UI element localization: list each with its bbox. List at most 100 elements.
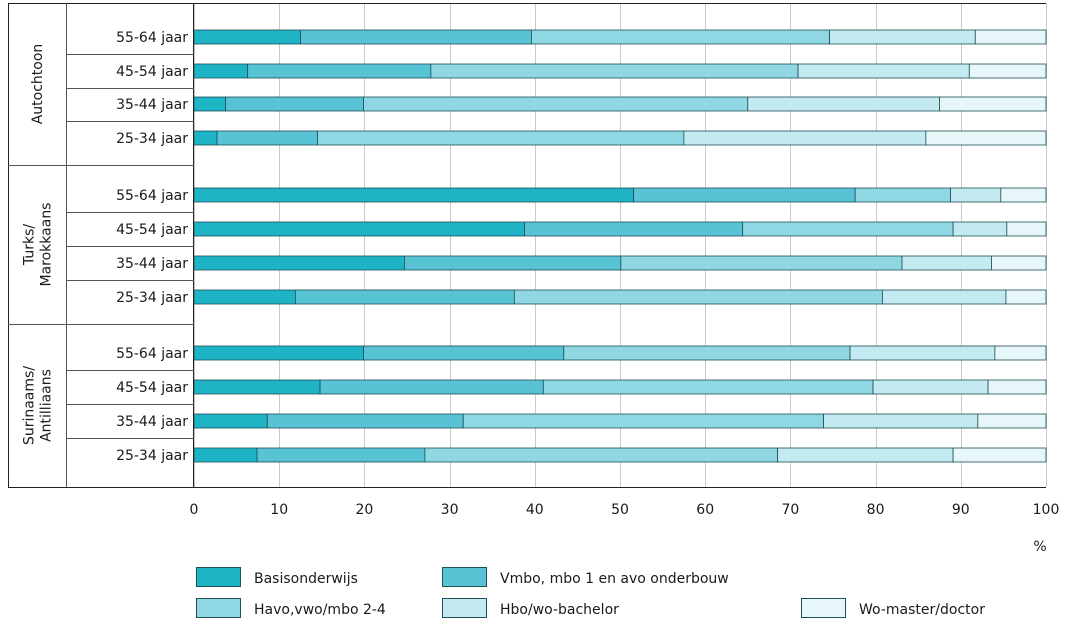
bar-segment (925, 130, 1047, 146)
bar-segment (777, 447, 954, 463)
group-label: Autochtoon (30, 44, 46, 125)
bar-segment (430, 63, 799, 79)
category-label: 45-54 jaar (116, 222, 188, 238)
legend-swatch (442, 598, 487, 618)
bar-segment (633, 187, 856, 203)
bar-segment (193, 29, 301, 45)
x-tick-label: 30 (441, 502, 459, 518)
bar-segment (952, 221, 1008, 237)
bar-segment (424, 447, 779, 463)
legend-swatch (442, 567, 487, 587)
category-label: 25-34 jaar (116, 448, 188, 464)
category-label: 45-54 jaar (116, 380, 188, 396)
x-tick-label: 50 (611, 502, 629, 518)
group-label: Surinaams/Antilliaans (22, 366, 55, 445)
group-label: Turks/Marokkaans (22, 203, 55, 287)
x-tick-label: 70 (781, 502, 799, 518)
bar-segment (193, 130, 218, 146)
bar-segment (193, 413, 268, 429)
x-tick-label: 100 (1033, 502, 1060, 518)
bar-segment (974, 29, 1047, 45)
bar-segment (977, 413, 1047, 429)
legend-swatch (801, 598, 846, 618)
bar-segment (952, 447, 1047, 463)
bar-segment (620, 255, 903, 271)
bar-segment (797, 63, 970, 79)
x-tick-label: 0 (190, 502, 199, 518)
bar-segment (193, 289, 296, 305)
category-label: 35-44 jaar (116, 256, 188, 272)
bar-segment (404, 255, 622, 271)
bar-segment (193, 63, 249, 79)
x-tick-label: 40 (526, 502, 544, 518)
bar-segment (193, 187, 635, 203)
legend-label: Wo-master/doctor (859, 602, 985, 618)
legend-swatch (196, 598, 241, 618)
group-label-line: Autochtoon (30, 44, 46, 125)
bar-segment (1006, 221, 1047, 237)
bar-segment (987, 379, 1047, 395)
bar-segment (968, 63, 1047, 79)
bar-segment (939, 96, 1047, 112)
legend-label: Vmbo, mbo 1 en avo onderbouw (500, 571, 729, 587)
bar-segment (683, 130, 927, 146)
group-label-line: Turks/ (22, 224, 38, 266)
bar-segment (225, 96, 364, 112)
bar-segment (319, 379, 544, 395)
group-label-line: Antilliaans (39, 369, 55, 442)
bar-segment (829, 29, 976, 45)
bar-segment (193, 255, 405, 271)
group-label-line: Surinaams/ (22, 366, 38, 445)
bar-segment (950, 187, 1002, 203)
category-label: 45-54 jaar (116, 64, 188, 80)
bar-segment (991, 255, 1047, 271)
bar-segment (247, 63, 432, 79)
bar-segment (216, 130, 318, 146)
bar-segment (363, 96, 749, 112)
bar-segment (823, 413, 979, 429)
bar-segment (542, 379, 874, 395)
bar-segment (1000, 187, 1047, 203)
category-label: 25-34 jaar (116, 290, 188, 306)
bar-segment (193, 96, 226, 112)
category-label: 25-34 jaar (116, 131, 188, 147)
category-label: 55-64 jaar (116, 30, 188, 46)
bar-segment (901, 255, 992, 271)
x-tick-label: 90 (952, 502, 970, 518)
x-tick-label: 20 (355, 502, 373, 518)
legend-label: Hbo/wo-bachelor (500, 602, 619, 618)
bar-segment (193, 379, 321, 395)
bar-segment (193, 345, 364, 361)
group-label-line: Marokkaans (39, 203, 55, 287)
category-label: 55-64 jaar (116, 188, 188, 204)
bar-segment (747, 96, 940, 112)
bar-segment (882, 289, 1007, 305)
bar-segment (193, 221, 525, 237)
category-label: 35-44 jaar (116, 97, 188, 113)
legend-swatch (196, 567, 241, 587)
legend-label: Havo,vwo/mbo 2-4 (254, 602, 386, 618)
bar-segment (266, 413, 464, 429)
x-tick-label: 10 (270, 502, 288, 518)
bar-segment (872, 379, 989, 395)
bar-segment (530, 29, 830, 45)
bar-segment (513, 289, 883, 305)
bar-segment (193, 447, 258, 463)
bar-segment (524, 221, 744, 237)
bar-segment (294, 289, 515, 305)
category-label: 35-44 jaar (116, 414, 188, 430)
x-tick-label: 60 (696, 502, 714, 518)
bar-segment (300, 29, 532, 45)
x-tick-label: 80 (867, 502, 885, 518)
bar-segment (994, 345, 1047, 361)
category-label: 55-64 jaar (116, 346, 188, 362)
bar-segment (742, 221, 954, 237)
bar-segment (854, 187, 951, 203)
bar-segment (563, 345, 851, 361)
bar-segment (317, 130, 685, 146)
bar-segment (363, 345, 565, 361)
bar-segment (849, 345, 996, 361)
legend-label: Basisonderwijs (254, 571, 358, 587)
x-unit-label: % (1033, 539, 1046, 555)
